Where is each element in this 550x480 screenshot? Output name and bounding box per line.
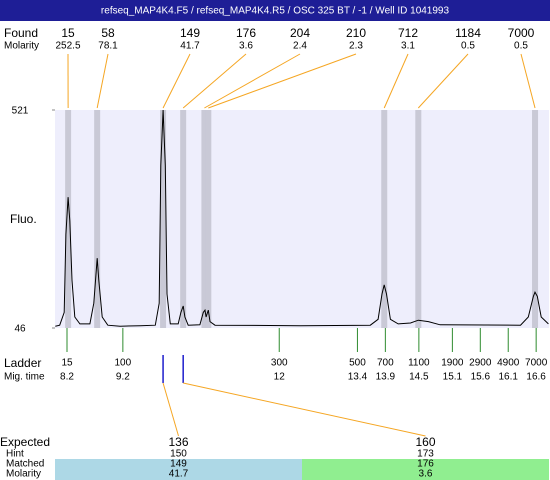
peak-band [160, 110, 167, 328]
molarity-value: 2.3 [349, 41, 363, 52]
molarity-row-label: Molarity [6, 469, 41, 480]
ladder-size: 7000 [525, 358, 548, 369]
ladder-size: 15 [61, 358, 73, 369]
molarity-value: 0.5 [461, 41, 475, 52]
ladder-time: 9.2 [116, 372, 130, 383]
molarity-value: 41.7 [180, 41, 200, 52]
ladder-time: 15.1 [443, 372, 463, 383]
expected-value: 160 [415, 435, 435, 449]
ladder-size: 2900 [469, 358, 492, 369]
found-value: 176 [236, 26, 256, 40]
hint-value: 173 [417, 449, 434, 460]
peak-connector [204, 53, 301, 109]
peak-band [94, 110, 101, 328]
peak-band [415, 110, 422, 328]
peak-connector [96, 53, 109, 109]
found-value: 58 [101, 26, 115, 40]
expected-label: Expected [0, 435, 50, 449]
title-bar [0, 0, 550, 21]
expected-connector [162, 382, 179, 437]
peak-band [205, 110, 212, 328]
expected-molarity: 3.6 [419, 469, 433, 480]
matched-value: 149 [170, 459, 187, 470]
y-axis-label: Fluo. [10, 212, 37, 226]
found-value: 204 [290, 26, 310, 40]
hint-label: Hint [6, 449, 24, 460]
peak-band [381, 110, 388, 328]
found-value: 15 [61, 26, 75, 40]
peak-connector [417, 53, 469, 109]
expected-connector [183, 382, 426, 437]
trace [55, 109, 549, 327]
ladder-time: 12 [274, 372, 286, 383]
peak-connector [182, 53, 247, 109]
ladder-size: 300 [271, 358, 288, 369]
expected-value: 136 [168, 435, 188, 449]
title: refseq_MAP4K4.F5 / refseq_MAP4K4.R5 / OS… [101, 6, 450, 17]
ladder-size: 500 [349, 358, 366, 369]
found-label: Found [4, 26, 38, 40]
found-value: 210 [346, 26, 366, 40]
peak-band [180, 110, 187, 328]
ladder-label: Ladder [4, 356, 41, 370]
found-value: 7000 [508, 26, 535, 40]
molarity-value: 0.5 [514, 41, 528, 52]
hint-value: 150 [170, 449, 187, 460]
peak-connector [383, 53, 409, 109]
plot-area [55, 110, 549, 328]
peak-connector [162, 53, 191, 109]
molarity-value: 252.5 [55, 41, 80, 52]
ladder-time: 8.2 [60, 372, 74, 383]
ladder-size: 700 [377, 358, 394, 369]
expected-band [55, 459, 302, 480]
ladder-time: 13.4 [348, 372, 368, 383]
molarity-value: 78.1 [98, 41, 118, 52]
ladder-size: 1100 [408, 358, 430, 369]
ladder-time: 13.9 [376, 372, 396, 383]
peak-connector [208, 53, 357, 109]
ladder-size: 1900 [441, 358, 464, 369]
molarity-value: 3.1 [401, 41, 415, 52]
molarity-value: 3.6 [239, 41, 253, 52]
found-value: 1184 [455, 26, 481, 40]
matched-value: 176 [417, 459, 434, 470]
ladder-time: 14.5 [409, 372, 429, 383]
found-value: 149 [180, 26, 200, 40]
molarity-label: Molarity [4, 41, 39, 52]
matched-label: Matched [6, 459, 44, 470]
found-value: 712 [398, 26, 418, 40]
peak-connector [520, 53, 536, 109]
ladder-size: 4900 [497, 358, 520, 369]
expected-band [302, 459, 549, 480]
y-tick-label: 521 [12, 106, 29, 117]
ladder-size: 100 [115, 358, 132, 369]
peak-band [201, 110, 208, 328]
peak-band [532, 110, 539, 328]
y-tick-label: 46 [14, 324, 26, 335]
ladder-time: 15.6 [471, 372, 491, 383]
ladder-time: 16.6 [526, 372, 546, 383]
molarity-value: 2.4 [293, 41, 307, 52]
expected-molarity: 41.7 [169, 469, 189, 480]
mig-time-label: Mig. time [4, 372, 45, 383]
peak-band [65, 110, 72, 328]
ladder-time: 16.1 [498, 372, 518, 383]
